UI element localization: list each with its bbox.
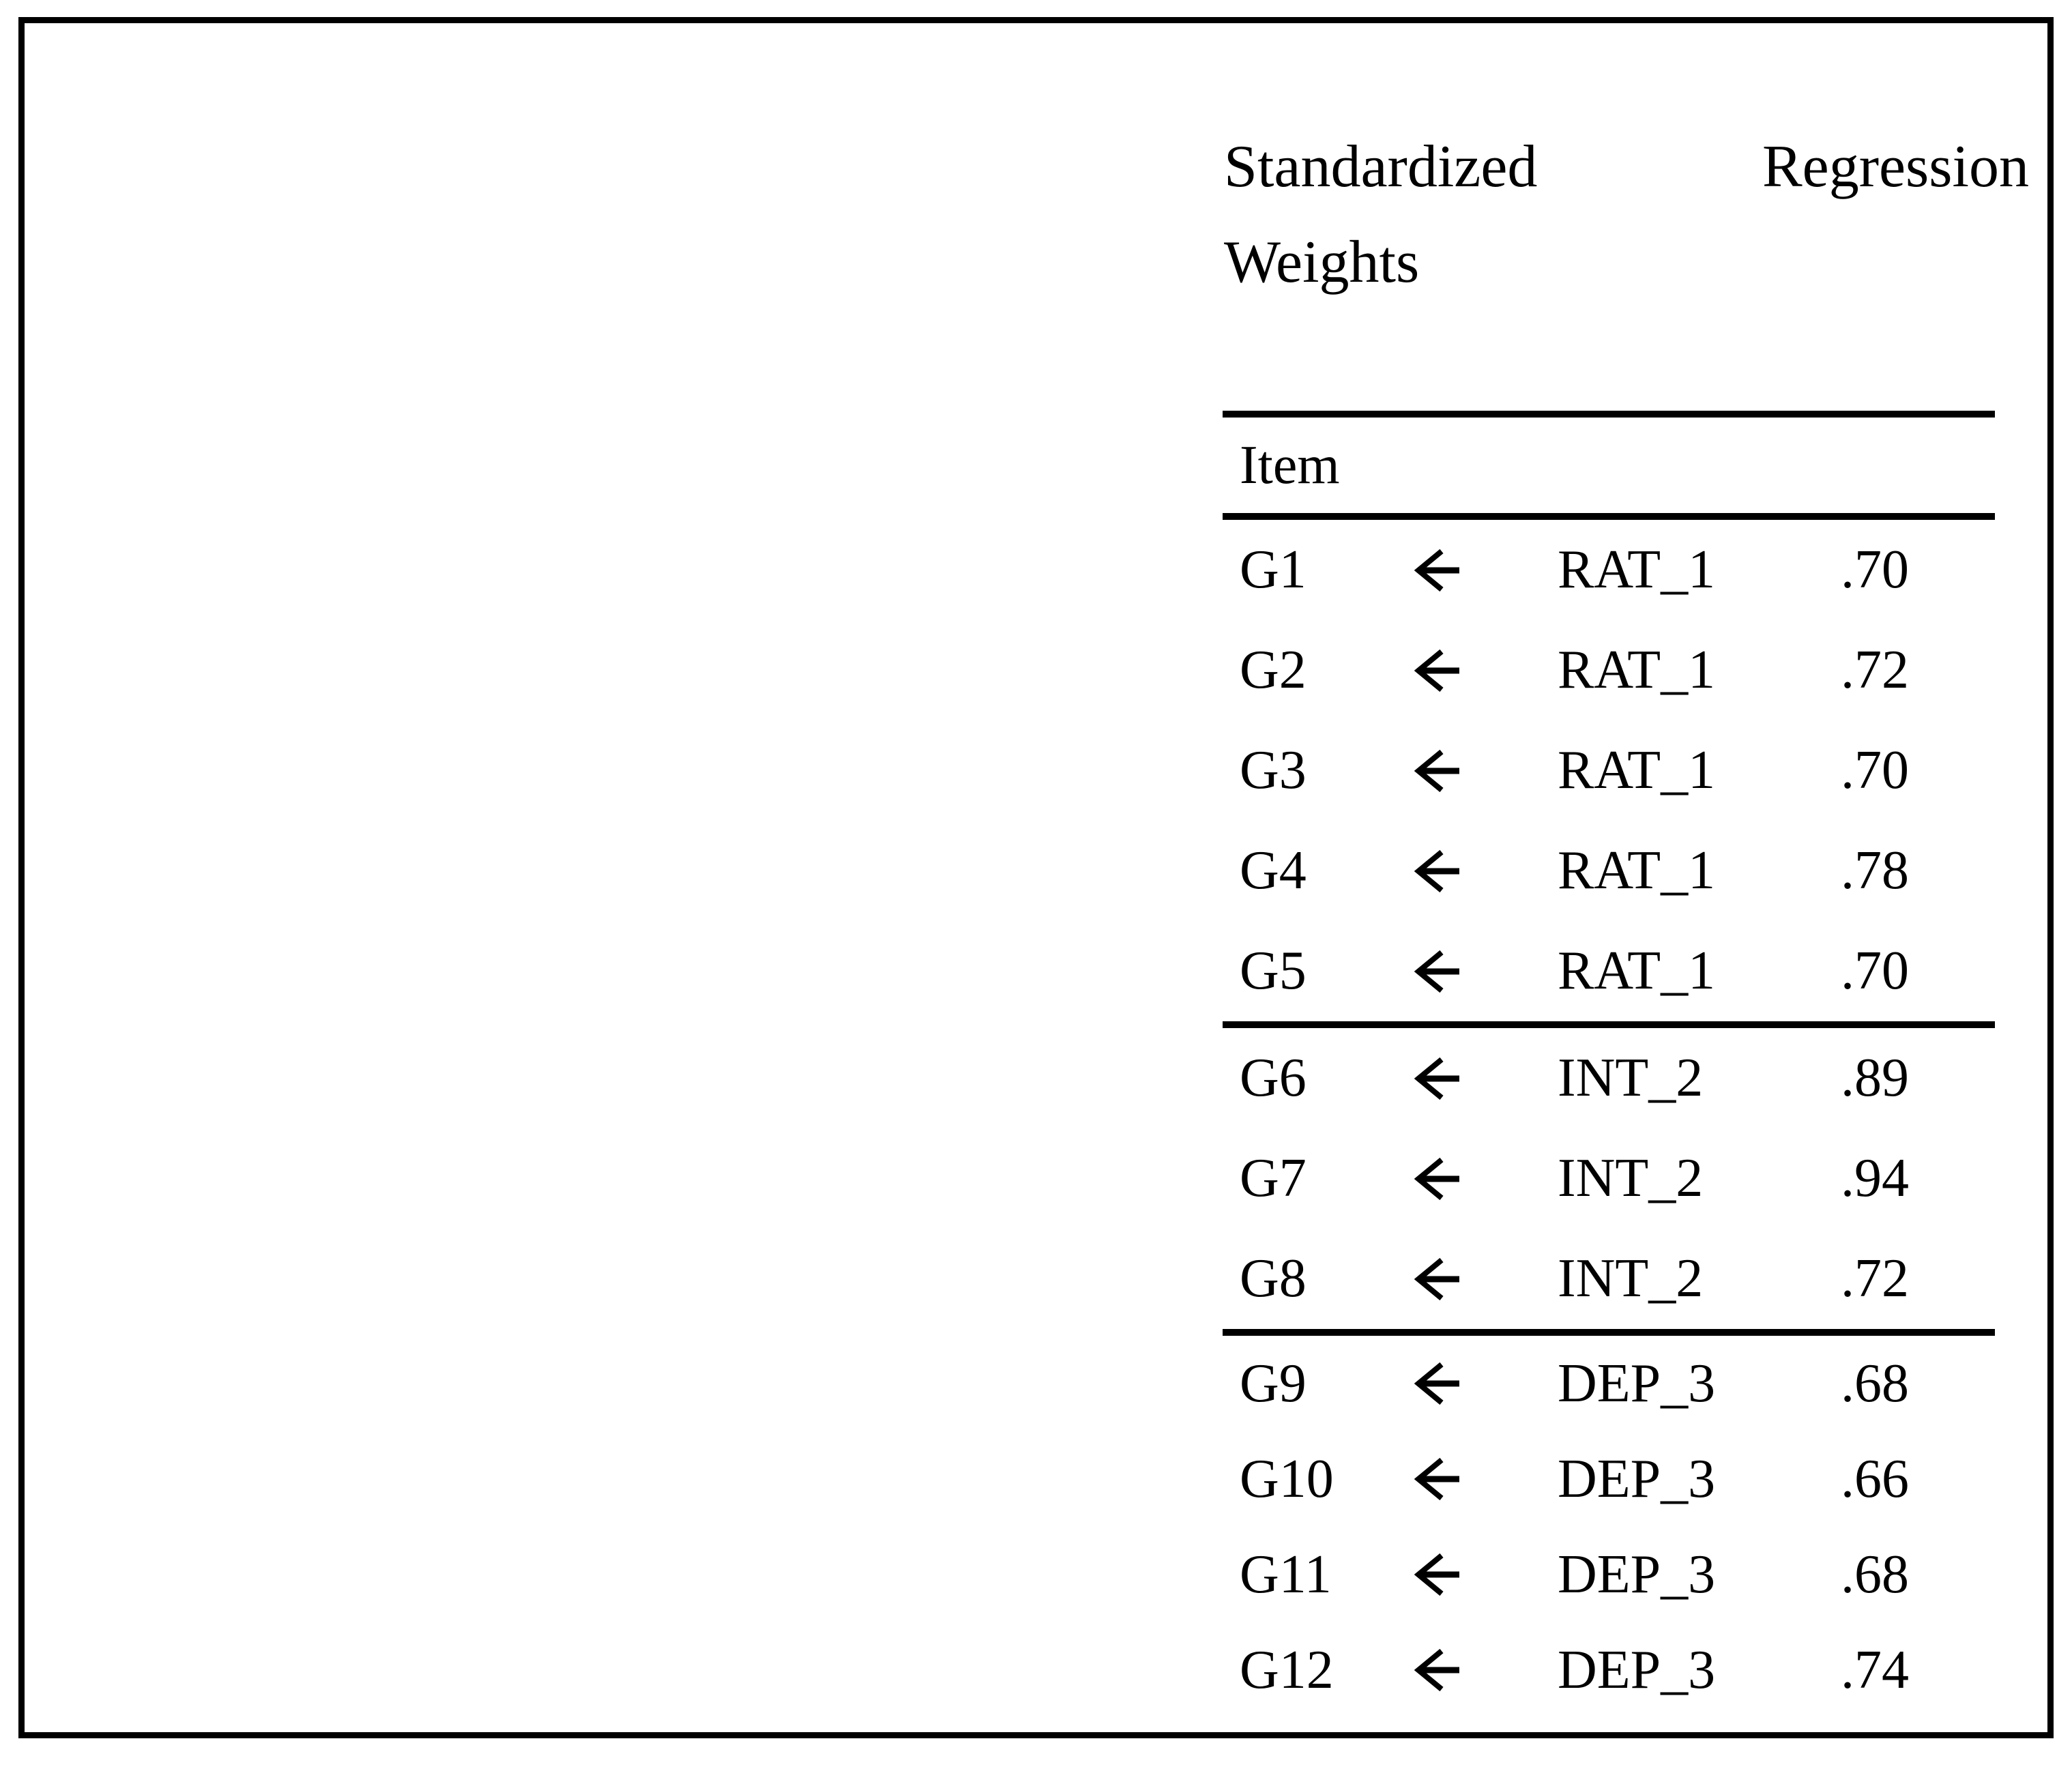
title-word-standardized: Standardized xyxy=(1224,134,1538,200)
weights-table: Item G1 RAT_1 .70 G2 RAT_1 .72 G3 xyxy=(1223,411,1995,1718)
table-row: G3 RAT_1 .70 xyxy=(1223,720,1995,821)
factor-cell: RAT_1 xyxy=(1558,840,1716,901)
factor-cell: RAT_1 xyxy=(1558,540,1716,600)
title-word-regression: Regression xyxy=(1762,134,2029,200)
item-cell: G4 xyxy=(1240,840,1307,901)
left-arrow-icon xyxy=(1414,1362,1558,1405)
table-title-line2: Weights xyxy=(1224,215,2029,310)
item-cell: G9 xyxy=(1240,1353,1307,1414)
table-header-row: Item xyxy=(1223,418,1995,520)
item-cell: G10 xyxy=(1240,1448,1334,1509)
table-group: G6 INT_2 .89 G7 INT_2 .94 G8 INT xyxy=(1223,1028,1995,1336)
table-row: G8 INT_2 .72 xyxy=(1223,1229,1995,1329)
left-arrow-icon xyxy=(1414,1457,1558,1501)
left-arrow-icon xyxy=(1414,749,1558,793)
item-cell: G1 xyxy=(1240,540,1307,600)
table-row: G5 RAT_1 .70 xyxy=(1223,921,1995,1021)
table-body: G1 RAT_1 .70 G2 RAT_1 .72 G3 RAT xyxy=(1223,520,1995,1718)
table-group: G1 RAT_1 .70 G2 RAT_1 .72 G3 RAT xyxy=(1223,520,1995,1028)
weight-cell: .66 xyxy=(1841,1448,1909,1509)
item-cell: G2 xyxy=(1240,640,1307,700)
weight-cell: .70 xyxy=(1841,740,1909,800)
left-arrow-icon xyxy=(1414,950,1558,993)
table-row: G10 DEP_3 .66 xyxy=(1223,1431,1995,1527)
factor-cell: DEP_3 xyxy=(1558,1544,1716,1605)
item-cell: G12 xyxy=(1240,1639,1334,1700)
item-cell: G3 xyxy=(1240,740,1307,800)
item-column-header: Item xyxy=(1240,435,1340,495)
item-cell: G7 xyxy=(1240,1148,1307,1208)
weight-cell: .72 xyxy=(1841,1248,1909,1309)
left-arrow-icon xyxy=(1414,849,1558,893)
weight-cell: .70 xyxy=(1841,941,1909,1001)
item-cell: G11 xyxy=(1240,1544,1332,1605)
weight-cell: .72 xyxy=(1841,640,1909,700)
table-title-line1: Standardized Regression xyxy=(1224,119,2029,215)
table-title: Standardized Regression Weights xyxy=(1224,119,2029,310)
left-arrow-icon xyxy=(1414,1648,1558,1692)
weight-cell: .78 xyxy=(1841,840,1909,901)
table-row: G1 RAT_1 .70 xyxy=(1223,520,1995,620)
left-arrow-icon xyxy=(1414,1157,1558,1201)
factor-cell: DEP_3 xyxy=(1558,1353,1716,1414)
left-arrow-icon xyxy=(1414,1057,1558,1100)
factor-cell: INT_2 xyxy=(1558,1048,1704,1108)
table-row: G11 DEP_3 .68 xyxy=(1223,1527,1995,1622)
table-row: G12 DEP_3 .74 xyxy=(1223,1622,1995,1718)
table-block: Standardized Regression Weights Item G1 … xyxy=(1223,119,2030,1718)
table-row: G7 INT_2 .94 xyxy=(1223,1128,1995,1229)
item-cell: G5 xyxy=(1240,941,1307,1001)
factor-cell: DEP_3 xyxy=(1558,1448,1716,1509)
left-arrow-icon xyxy=(1414,1257,1558,1301)
weight-cell: .94 xyxy=(1841,1148,1909,1208)
left-arrow-icon xyxy=(1414,649,1558,692)
table-row: G6 INT_2 .89 xyxy=(1223,1028,1995,1128)
table-row: G9 DEP_3 .68 xyxy=(1223,1336,1995,1431)
weight-cell: .68 xyxy=(1841,1353,1909,1414)
weight-cell: .89 xyxy=(1841,1048,1909,1108)
factor-cell: DEP_3 xyxy=(1558,1639,1716,1700)
table-row: G4 RAT_1 .78 xyxy=(1223,821,1995,921)
figure-frame xyxy=(18,17,2054,1738)
title-word-weights: Weights xyxy=(1224,229,1420,295)
factor-cell: RAT_1 xyxy=(1558,640,1716,700)
item-cell: G6 xyxy=(1240,1048,1307,1108)
weight-cell: .68 xyxy=(1841,1544,1909,1605)
factor-cell: RAT_1 xyxy=(1558,740,1716,800)
weight-cell: .70 xyxy=(1841,540,1909,600)
left-arrow-icon xyxy=(1414,549,1558,592)
table-group: G9 DEP_3 .68 G10 DEP_3 .66 G11 D xyxy=(1223,1336,1995,1718)
table-row: G2 RAT_1 .72 xyxy=(1223,620,1995,720)
factor-cell: INT_2 xyxy=(1558,1248,1704,1309)
factor-cell: INT_2 xyxy=(1558,1148,1704,1208)
weight-cell: .74 xyxy=(1841,1639,1909,1700)
item-cell: G8 xyxy=(1240,1248,1307,1309)
left-arrow-icon xyxy=(1414,1553,1558,1596)
factor-cell: RAT_1 xyxy=(1558,941,1716,1001)
